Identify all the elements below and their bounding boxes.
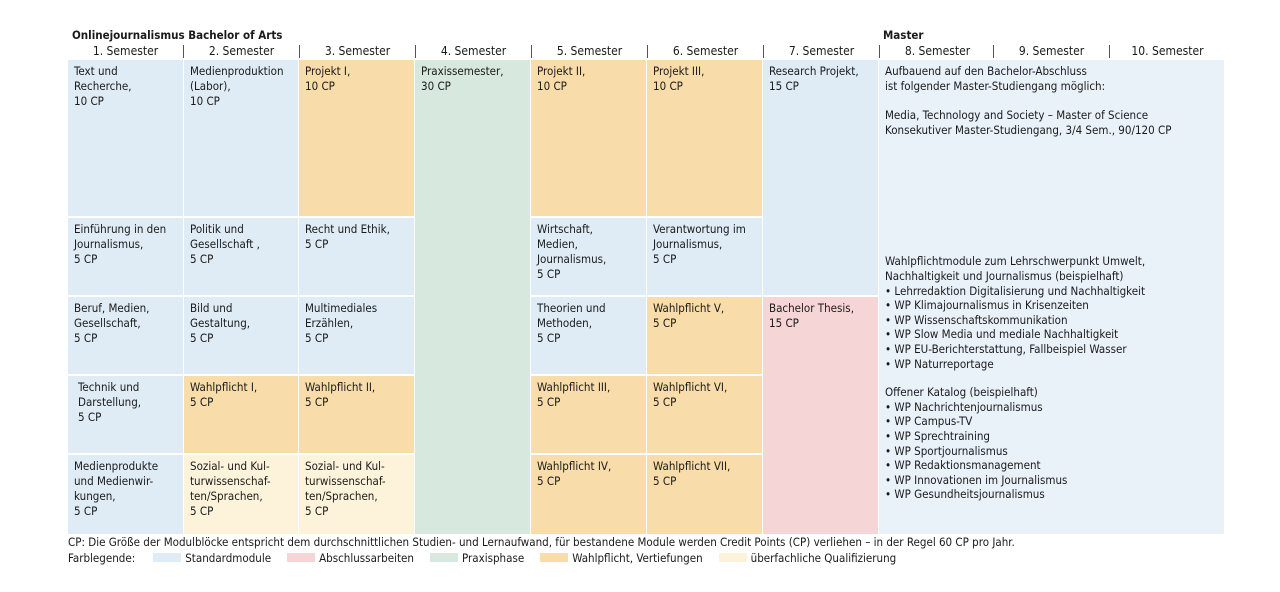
legend-item: Praxisphase [429, 550, 525, 565]
module-wahlpflicht-2: Wahlpflicht II, 5 CP [299, 376, 414, 453]
legend-swatch [540, 553, 569, 562]
module-sozial-kulturwissenschaften: Sozial- und Kul- turwissenschaf- ten/Spr… [184, 455, 298, 534]
semester-label: 8. Semester [904, 44, 971, 58]
divider [763, 45, 764, 58]
module-medienproduktion-labor: Medienproduktion (Labor), 10 CP [184, 60, 298, 216]
module-praxissemester: Praxissemester, 30 CP [415, 60, 530, 534]
list-item: WP Sportjournalismus [885, 444, 1218, 459]
catalog-list: WP Nachrichtenjournalismus WP Campus-TV … [885, 400, 1218, 502]
legend-item-label: Standardmodule [185, 550, 272, 565]
divider [415, 45, 416, 58]
module-beruf-medien-gesellschaft: Beruf, Medien, Gesellschaft, 5 CP [68, 297, 183, 374]
semester-label: 7. Semester [788, 44, 855, 58]
list-item: WP Sprechtraining [885, 429, 1218, 444]
module-multimediales-erzaehlen: Multimediales Erzählen, 5 CP [299, 297, 414, 374]
module-einfuehrung-journalismus: Einführung in den Journalismus, 5 CP [68, 218, 183, 295]
semester-label: 9. Semester [1018, 44, 1085, 58]
divider [993, 45, 994, 58]
semester-label: 1. Semester [92, 44, 159, 58]
list-item: WP Slow Media und mediale Nachhaltigkeit [885, 327, 1218, 342]
legend-item: überfachliche Qualifizierung [718, 550, 897, 565]
module-recht-ethik: Recht und Ethik, 5 CP [299, 218, 414, 295]
wp-list: Lehrredaktion Digitalisierung und Nachha… [885, 284, 1218, 372]
module-verantwortung-journalismus: Verantwortung im Journalismus, 5 CP [647, 218, 762, 295]
module-bachelor-thesis: Bachelor Thesis, 15 CP [763, 297, 878, 534]
legend-item-label: Wahlpflicht, Vertiefungen [572, 550, 703, 565]
legend-swatch [153, 553, 182, 562]
list-item: WP Klimajournalismus in Krisenzeiten [885, 298, 1218, 313]
legend-swatch [429, 553, 458, 562]
module-wahlpflicht-1: Wahlpflicht I, 5 CP [184, 376, 298, 453]
module-technik-darstellung: Technik und Darstellung, 5 CP [68, 376, 183, 453]
module-wahlpflicht-6: Wahlpflicht VI, 5 CP [647, 376, 762, 453]
list-item: WP Wissenschaftskommunikation [885, 313, 1218, 328]
divider [183, 45, 184, 58]
list-item: WP Nachrichtenjournalismus [885, 400, 1218, 415]
legend-item-label: Praxisphase [461, 550, 525, 565]
master-panel: Aufbauend auf den Bachelor-Abschluss ist… [879, 60, 1224, 534]
module-medienprodukte: Medienprodukte und Medienwir- kungen, 5 … [68, 455, 183, 534]
bachelor-title: Onlinejournalismus Bachelor of Arts [72, 28, 283, 42]
list-item: WP Redaktionsmanagement [885, 458, 1218, 473]
semester-label: 10. Semester [1131, 44, 1204, 58]
module-politik-gesellschaft: Politik und Gesellschaft , 5 CP [184, 218, 298, 295]
divider [879, 45, 880, 58]
module-wahlpflicht-4: Wahlpflicht IV, 5 CP [531, 455, 646, 534]
legend-swatch [287, 553, 316, 562]
module-text-und-recherche: Text und Recherche, 10 CP [68, 60, 183, 216]
wp-heading: Nachhaltigkeit und Journalismus (beispie… [885, 268, 1124, 283]
module-wirtschaft-medien: Wirtschaft, Medien, Journalismus, 5 CP [531, 218, 646, 295]
module-sozial-kulturwissenschaften: Sozial- und Kul- turwissenschaf- ten/Spr… [299, 455, 414, 534]
legend-label: Farblegende: [68, 550, 136, 565]
module-research-projekt: Research Projekt, 15 CP [763, 60, 878, 295]
module-theorien-methoden: Theorien und Methoden, 5 CP [531, 297, 646, 374]
module-projekt-1: Projekt I, 10 CP [299, 60, 414, 216]
divider [647, 45, 648, 58]
legend-item: Abschlussarbeiten [287, 551, 414, 565]
list-item: WP Campus-TV [885, 414, 1218, 429]
semester-label: 3. Semester [324, 44, 391, 58]
semester-label: 4. Semester [440, 44, 507, 58]
list-item: WP Innovationen im Journalismus [885, 473, 1218, 488]
module-bild-gestaltung: Bild und Gestaltung, 5 CP [184, 297, 298, 374]
list-item: WP Naturreportage [885, 357, 1218, 372]
master-program-name: Media, Technology and Society – Master o… [885, 108, 1149, 123]
master-program-detail: Konsekutiver Master-Studiengang, 3/4 Sem… [885, 122, 1172, 137]
legend-item-label: überfachliche Qualifizierung [750, 550, 897, 565]
wp-heading: Wahlpflichtmodule zum Lehrschwerpunkt Um… [885, 254, 1146, 269]
divider [299, 45, 300, 58]
legend-swatch [718, 553, 747, 562]
divider [1109, 45, 1110, 58]
legend-item-label: Abschlussarbeiten [319, 550, 414, 565]
legend-item: Wahlpflicht, Vertiefungen [540, 550, 703, 565]
list-item: WP Gesundheitsjournalismus [885, 487, 1218, 502]
catalog-heading: Offener Katalog (beispielhaft) [885, 385, 1038, 400]
semester-label: 2. Semester [208, 44, 275, 58]
master-intro: Aufbauend auf den Bachelor-Abschluss ist… [885, 64, 1106, 93]
semester-label: 6. Semester [672, 44, 739, 58]
color-legend: Farblegende: Standardmodule Abschlussarb… [68, 550, 912, 565]
divider [531, 45, 532, 58]
module-wahlpflicht-7: Wahlpflicht VII, 5 CP [647, 455, 762, 534]
module-projekt-2: Projekt II, 10 CP [531, 60, 646, 216]
footer-note: CP: Die Größe der Modulblöcke entspricht… [68, 535, 1015, 549]
module-projekt-3: Projekt III, 10 CP [647, 60, 762, 216]
legend-item: Standardmodule [153, 551, 271, 565]
module-wahlpflicht-5: Wahlpflicht V, 5 CP [647, 297, 762, 374]
semester-label: 5. Semester [556, 44, 623, 58]
list-item: WP EU-Berichterstattung, Fallbeispiel Wa… [885, 342, 1218, 357]
master-title: Master [883, 28, 924, 42]
list-item: Lehrredaktion Digitalisierung und Nachha… [885, 284, 1218, 299]
module-wahlpflicht-3: Wahlpflicht III, 5 CP [531, 376, 646, 453]
